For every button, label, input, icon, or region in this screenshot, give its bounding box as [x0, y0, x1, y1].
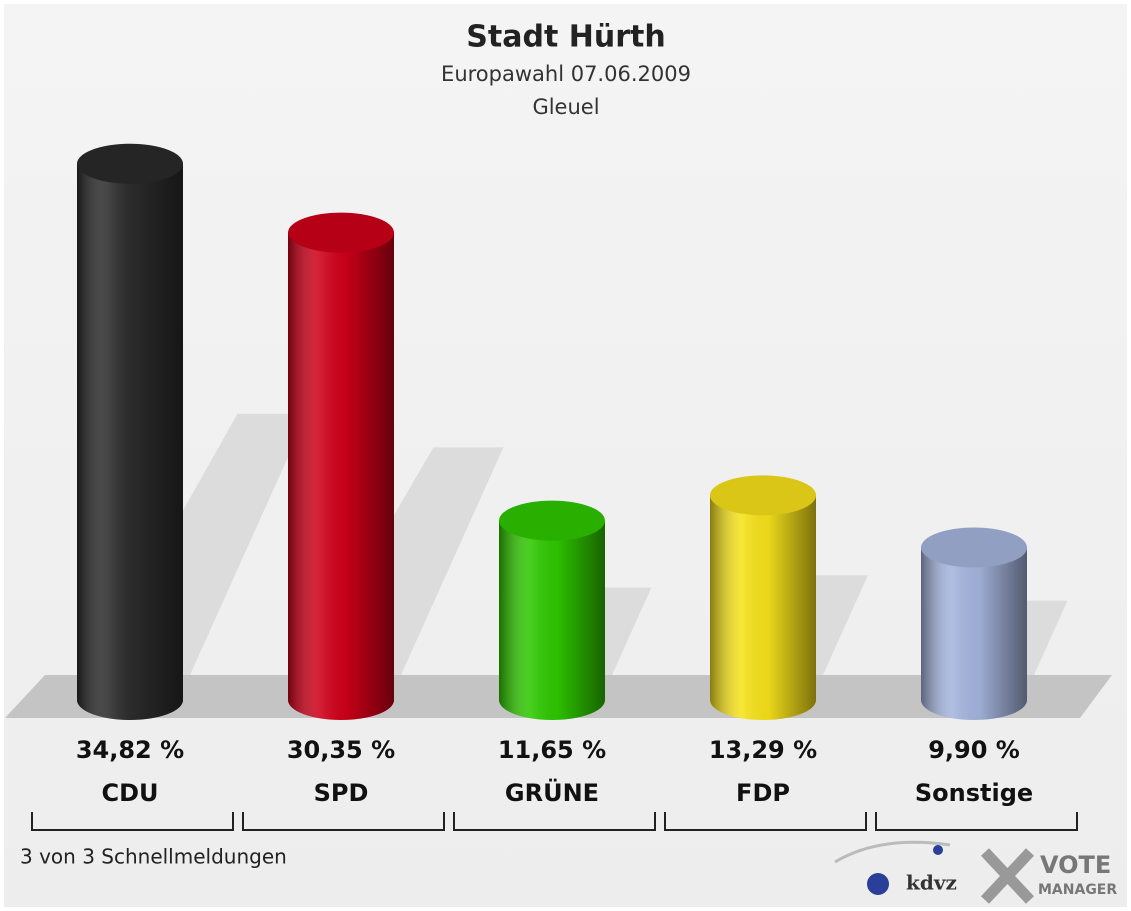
bracket [664, 812, 867, 831]
bar [921, 527, 1027, 720]
x-tick-label: Sonstige [915, 779, 1033, 807]
bar-top-shade [288, 212, 394, 253]
bar-top-shade [710, 475, 816, 516]
bar-body-shade [921, 547, 1027, 700]
bar [499, 500, 605, 720]
footer-note: 3 von 3 Schnellmeldungen [20, 845, 287, 869]
value-label: 34,82 % [76, 736, 184, 764]
logo-text: MANAGER [1038, 882, 1117, 898]
logo: kdvz VOTE MANAGER [834, 840, 1117, 904]
logo-text: kdvz [906, 871, 957, 895]
bar-top [288, 212, 394, 253]
bracket [31, 812, 234, 831]
bar-top-shade [499, 500, 605, 541]
logo-dot [933, 845, 943, 855]
logo-cross [980, 848, 1035, 904]
bar-body-shade [77, 163, 183, 701]
x-tick-label: GRÜNE [505, 777, 599, 807]
bar-top-shade [77, 143, 183, 184]
logo-swoosh [834, 840, 951, 864]
x-tick-label: CDU [101, 779, 158, 807]
bracket [453, 812, 656, 831]
x-tick-label: SPD [314, 779, 369, 807]
background [4, 4, 1127, 907]
chart-subtitle: Gleuel [532, 95, 599, 119]
bar [77, 143, 183, 720]
bar-body-shade [710, 495, 816, 700]
bracket [875, 812, 1078, 831]
bar-top [77, 143, 183, 184]
bar-top-shade [921, 527, 1027, 568]
value-label: 11,65 % [498, 736, 606, 764]
bracket [242, 812, 445, 831]
chart-subtitle: Europawahl 07.06.2009 [441, 62, 691, 86]
value-label: 30,35 % [287, 736, 395, 764]
logo-text: VOTE [1040, 851, 1111, 879]
chart-title: Stadt Hürth [466, 20, 665, 55]
bar [710, 475, 816, 720]
value-label: 13,29 % [709, 736, 817, 764]
bar-body-shade [288, 232, 394, 701]
bar-top [499, 500, 605, 541]
bars [77, 143, 1027, 720]
bar-top [710, 475, 816, 516]
bar [288, 212, 394, 720]
x-tick-label: FDP [736, 779, 790, 807]
value-label: 9,90 % [928, 736, 1020, 764]
bar-body-shade [499, 520, 605, 700]
logo-dot [867, 873, 889, 895]
bar-top [921, 527, 1027, 568]
